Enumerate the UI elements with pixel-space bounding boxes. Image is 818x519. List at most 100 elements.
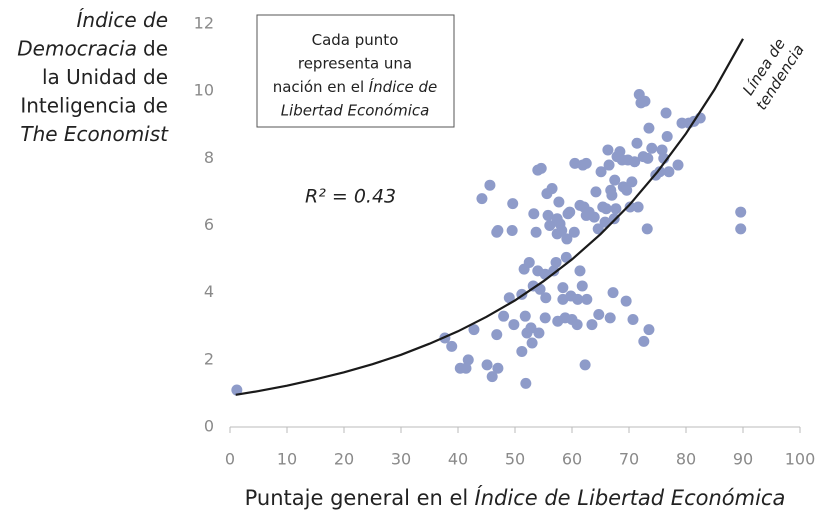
data-point bbox=[503, 292, 515, 304]
data-point bbox=[557, 282, 569, 294]
data-point bbox=[231, 384, 243, 396]
data-point bbox=[606, 189, 618, 201]
note-text-part: Índice de bbox=[369, 77, 438, 96]
x-tick-label: 90 bbox=[733, 450, 753, 469]
data-point bbox=[621, 184, 633, 196]
data-point bbox=[460, 362, 472, 374]
data-point bbox=[533, 327, 545, 339]
data-point bbox=[590, 186, 602, 198]
note-text: Libertad Económica bbox=[281, 101, 430, 119]
y-axis-label-part: The Economist bbox=[20, 122, 169, 146]
note-text: Cada punto bbox=[312, 31, 399, 49]
note-text-part: Cada punto bbox=[312, 31, 399, 49]
data-point bbox=[520, 377, 532, 389]
x-tick-label: 40 bbox=[448, 450, 468, 469]
data-point bbox=[481, 359, 493, 371]
r2-label: R² = 0.43 bbox=[305, 186, 396, 208]
y-axis-label-part: la Unidad de bbox=[42, 65, 168, 89]
data-point bbox=[600, 203, 612, 215]
trend-line bbox=[235, 38, 744, 396]
data-point bbox=[643, 122, 655, 134]
y-axis-label-part: Inteligencia de bbox=[20, 93, 168, 117]
data-point bbox=[539, 312, 551, 324]
y-tick-label: 0 bbox=[204, 417, 214, 436]
data-point bbox=[660, 107, 672, 119]
y-axis-label: la Unidad de bbox=[42, 65, 168, 89]
x-tick-label: 30 bbox=[391, 450, 411, 469]
data-point bbox=[576, 280, 588, 292]
data-point bbox=[560, 251, 572, 263]
y-axis-label-part: Índice de bbox=[77, 8, 168, 32]
data-point bbox=[523, 256, 535, 268]
note-text: nación en el Índice de bbox=[273, 77, 438, 96]
data-point bbox=[568, 226, 580, 238]
data-point bbox=[610, 203, 622, 215]
data-point bbox=[595, 166, 607, 178]
data-point bbox=[556, 225, 568, 237]
data-point bbox=[550, 256, 562, 268]
data-point bbox=[574, 265, 586, 277]
data-point bbox=[516, 345, 528, 357]
y-tick-label: 2 bbox=[204, 349, 214, 368]
y-axis-label-part: de bbox=[143, 36, 168, 60]
data-point bbox=[506, 225, 518, 237]
data-point bbox=[507, 198, 519, 210]
y-tick-label: 12 bbox=[194, 14, 214, 33]
x-tick-label: 0 bbox=[225, 450, 235, 469]
data-point bbox=[627, 314, 639, 326]
data-point bbox=[609, 174, 621, 186]
data-point bbox=[561, 233, 573, 245]
data-point bbox=[626, 176, 638, 188]
x-axis-label-part: Puntaje general en el bbox=[245, 486, 469, 510]
data-point bbox=[641, 223, 653, 235]
data-point bbox=[519, 310, 531, 322]
note-text-part: nación en el bbox=[273, 78, 364, 96]
data-point bbox=[579, 359, 591, 371]
data-point bbox=[603, 159, 615, 171]
y-tick-label: 10 bbox=[194, 81, 214, 100]
data-point bbox=[588, 211, 600, 223]
data-point bbox=[486, 371, 498, 383]
data-point bbox=[542, 209, 554, 221]
data-point bbox=[581, 293, 593, 305]
data-point bbox=[548, 265, 560, 277]
data-point bbox=[620, 295, 632, 307]
data-point bbox=[525, 322, 537, 334]
data-point bbox=[614, 146, 626, 158]
y-tick-label: 6 bbox=[204, 215, 214, 234]
data-point bbox=[535, 162, 547, 174]
data-point bbox=[592, 223, 604, 235]
x-axis-label: Puntaje general en el Índice de Libertad … bbox=[245, 485, 786, 510]
data-point bbox=[672, 159, 684, 171]
data-point bbox=[484, 179, 496, 191]
data-point bbox=[638, 335, 650, 347]
y-tick-label: 8 bbox=[204, 148, 214, 167]
data-point bbox=[604, 312, 616, 324]
data-point bbox=[643, 324, 655, 336]
y-axis-label: Democracia de bbox=[17, 36, 168, 60]
data-point bbox=[624, 201, 636, 213]
y-axis-label-part: Democracia bbox=[17, 36, 137, 60]
data-point bbox=[553, 196, 565, 208]
data-point bbox=[546, 183, 558, 195]
data-point bbox=[476, 193, 488, 205]
x-tick-label: 70 bbox=[619, 450, 639, 469]
note-box bbox=[256, 14, 455, 128]
data-point bbox=[632, 201, 644, 213]
data-point bbox=[468, 324, 480, 336]
note-text-part: Libertad Económica bbox=[281, 101, 430, 119]
x-tick-label: 80 bbox=[676, 450, 696, 469]
data-point bbox=[491, 329, 503, 341]
data-point bbox=[661, 131, 673, 143]
data-point bbox=[580, 157, 592, 169]
x-tick-label: 60 bbox=[562, 450, 582, 469]
data-point bbox=[540, 292, 552, 304]
data-point bbox=[530, 226, 542, 238]
data-point bbox=[602, 144, 614, 156]
data-point bbox=[639, 95, 651, 107]
data-point bbox=[508, 319, 520, 331]
data-point bbox=[656, 144, 668, 156]
data-point bbox=[492, 362, 504, 374]
